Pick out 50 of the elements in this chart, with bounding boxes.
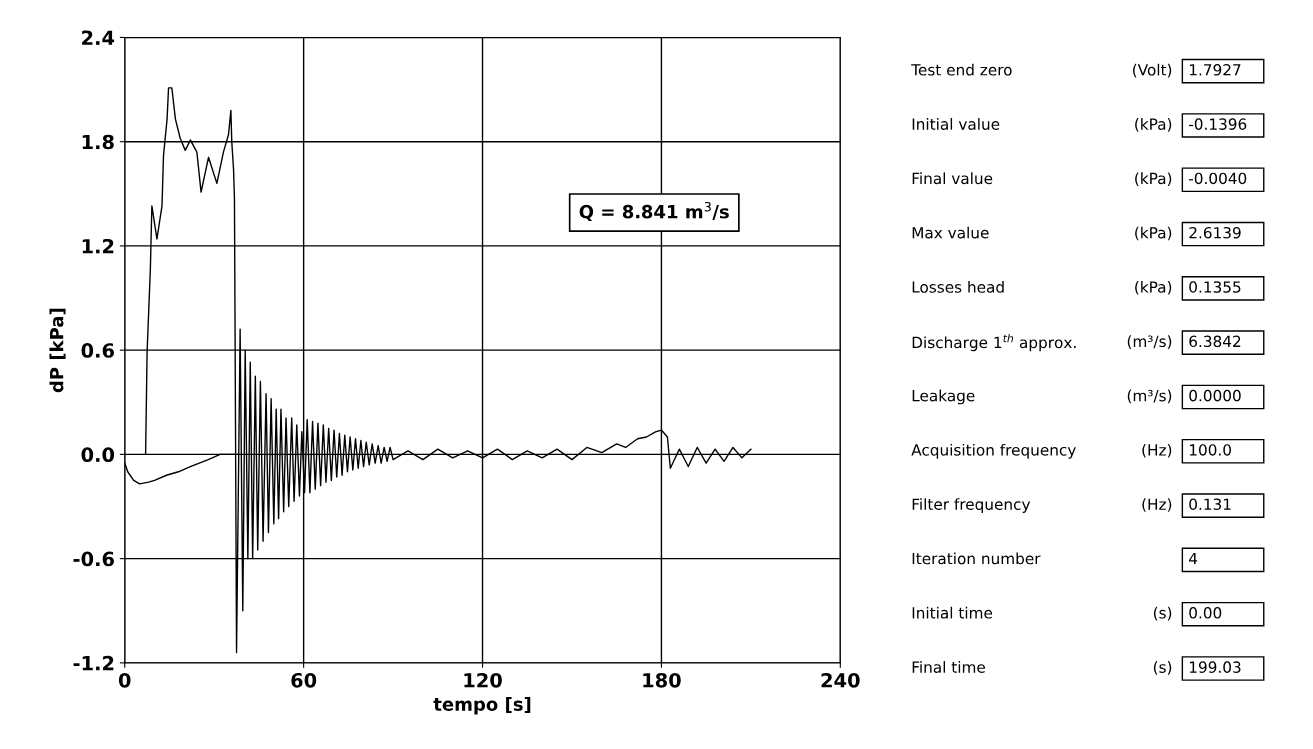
text: Max value — [912, 226, 989, 239]
text: Final time — [912, 661, 985, 673]
text: Losses head — [912, 280, 1004, 293]
text: Acquisition frequency — [911, 443, 1076, 459]
text: (m³/s) — [1127, 335, 1172, 349]
y-tick-label: 1.2 — [82, 238, 114, 254]
text: 1.7927 — [1189, 64, 1241, 76]
x-tick-label: 180 — [643, 672, 681, 688]
text: (Volt) — [1133, 63, 1172, 78]
text: (m³/s) — [1127, 389, 1172, 404]
text: (kPa) — [1135, 226, 1172, 241]
text: (s) — [1153, 606, 1172, 621]
text: Iteration number — [912, 552, 1041, 565]
text: (kPa) — [1135, 118, 1172, 132]
text: 4 — [1189, 552, 1198, 565]
text: (kPa) — [1135, 280, 1172, 295]
y-tick-label: 2.4 — [82, 30, 115, 45]
text: Final value — [912, 172, 993, 185]
annotation: Q = 8.841 m$^{3}$/s — [579, 201, 729, 221]
x-tick-label: 240 — [821, 672, 860, 688]
x-tick-label: 60 — [291, 672, 317, 688]
text: 100.0 — [1189, 444, 1231, 456]
text: 199.03 — [1189, 661, 1241, 673]
text: Discharge 1$^{th}$ approx. — [912, 334, 1076, 352]
text: Initial time — [912, 606, 993, 619]
text: 6.3842 — [1189, 335, 1241, 348]
text: (s) — [1153, 661, 1172, 675]
text: 0.00 — [1189, 607, 1222, 619]
text: (Hz) — [1142, 498, 1172, 512]
y-tick-label: 0.0 — [81, 447, 115, 463]
text: (kPa) — [1135, 172, 1172, 186]
x-tick-label: 0 — [118, 672, 131, 688]
y-tick-label: 0.6 — [81, 343, 114, 358]
text: 0.0000 — [1189, 389, 1241, 402]
text: Leakage — [912, 389, 975, 405]
text: 0.131 — [1189, 498, 1231, 511]
text: Filter frequency — [912, 498, 1031, 513]
text: -0.0040 — [1189, 172, 1247, 185]
y-tick-label: -1.2 — [73, 655, 114, 671]
text: 0.1355 — [1189, 281, 1241, 293]
text: 2.6139 — [1189, 226, 1241, 239]
text: (Hz) — [1142, 443, 1172, 458]
y-axis-title: dP [kPa] — [49, 308, 66, 393]
text: -0.1396 — [1189, 118, 1247, 130]
text: Test end zero — [911, 63, 1012, 76]
x-tick-label: 120 — [464, 672, 502, 688]
y-tick-label: -0.6 — [73, 551, 114, 567]
text: Initial value — [912, 118, 1000, 130]
y-tick-label: 1.8 — [82, 134, 114, 150]
x-axis-title: tempo [s] — [433, 696, 531, 715]
